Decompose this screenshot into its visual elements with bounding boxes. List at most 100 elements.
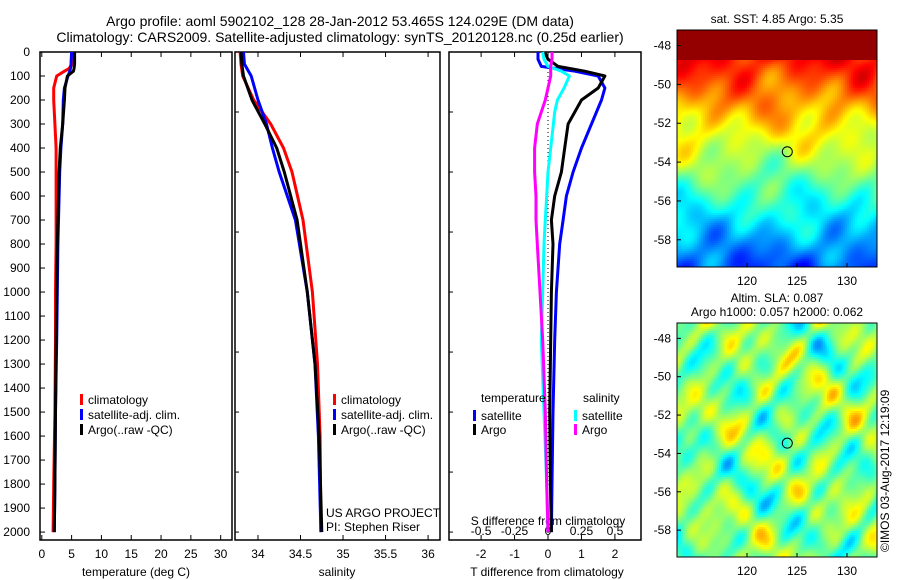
legend-swatch-t-argo bbox=[473, 424, 476, 435]
x-tick-label: 0 bbox=[38, 547, 45, 561]
y-tick-label: 1400 bbox=[3, 381, 30, 395]
legend-label-s-sal_argo: Argo bbox=[582, 423, 608, 437]
temperature-xlabel: temperature (deg C) bbox=[82, 565, 190, 579]
x-tick-label: 1 bbox=[578, 547, 585, 561]
title-line2: Climatology: CARS2009. Satellite-adjuste… bbox=[56, 29, 623, 45]
x2-tick-label: 0.25 bbox=[570, 524, 594, 538]
legend-swatch-climatology bbox=[80, 394, 83, 405]
series-satellite-adj-clim- bbox=[242, 51, 323, 533]
x-tick-label: 34 bbox=[251, 547, 265, 561]
x-tick-label: 20 bbox=[154, 547, 168, 561]
legend-label-s-sal_satellite: satellite bbox=[582, 409, 623, 423]
legend-swatch-satellite bbox=[333, 409, 336, 420]
map-y-tick-label: -52 bbox=[654, 116, 672, 130]
x-tick-label: -1 bbox=[509, 547, 520, 561]
legend-label-argo: Argo(..raw -QC) bbox=[88, 423, 173, 437]
x-tick-label: 10 bbox=[95, 547, 109, 561]
x-tick-label: 15 bbox=[125, 547, 139, 561]
legend-swatch-climatology bbox=[333, 394, 336, 405]
legend-title-temperature: temperature bbox=[481, 391, 546, 405]
argo-position-marker bbox=[781, 146, 793, 158]
y-tick-label: 500 bbox=[10, 165, 30, 179]
legend-label-satellite: satellite-adj. clim. bbox=[88, 408, 180, 422]
legend-label-climatology: climatology bbox=[88, 393, 148, 407]
x-tick-label: 35.5 bbox=[374, 547, 398, 561]
legend-swatch-s-sal_satellite bbox=[574, 410, 577, 421]
x2-tick-label: 0.5 bbox=[607, 524, 624, 538]
map-y-tick-label: -48 bbox=[654, 39, 672, 53]
sst_map-frame bbox=[676, 29, 878, 268]
map-x-tick-label: 120 bbox=[737, 274, 757, 288]
map-y-tick-label: -58 bbox=[654, 523, 672, 537]
legend-swatch-s-sal_argo bbox=[574, 424, 577, 435]
legend-swatch-argo bbox=[333, 424, 336, 435]
project-annotation-1: US ARGO PROJECT bbox=[326, 506, 441, 520]
y-tick-label: 0 bbox=[23, 45, 30, 59]
x-tick-label: 30 bbox=[214, 547, 228, 561]
map-y-tick-label: -48 bbox=[654, 331, 672, 345]
y-tick-label: 1800 bbox=[3, 477, 30, 491]
x2-tick-label: -0.5 bbox=[471, 524, 492, 538]
panel-frame-temperature bbox=[39, 51, 233, 541]
y-tick-label: 200 bbox=[10, 93, 30, 107]
credit-text: ©IMOS 03-Aug-2017 12:19:09 bbox=[878, 389, 892, 552]
y-tick-label: 1100 bbox=[4, 309, 30, 323]
salinity-xlabel: salinity bbox=[319, 565, 356, 579]
map-x-tick-label: 125 bbox=[787, 274, 807, 288]
y-tick-label: 900 bbox=[10, 261, 30, 275]
map-y-tick-label: -50 bbox=[654, 370, 672, 384]
y-tick-label: 1200 bbox=[3, 333, 30, 347]
y-tick-label: 800 bbox=[10, 237, 30, 251]
x-tick-label: 5 bbox=[68, 547, 75, 561]
map-x-tick-label: 125 bbox=[787, 564, 807, 578]
y-tick-label: 1900 bbox=[3, 501, 30, 515]
sla-map-title-2: Argo h1000: 0.057 h2000: 0.062 bbox=[691, 305, 863, 319]
y-tick-label: 400 bbox=[10, 141, 30, 155]
legend-label-t-argo: Argo bbox=[481, 423, 507, 437]
y-tick-label: 1600 bbox=[3, 429, 30, 443]
x-tick-label: -2 bbox=[476, 547, 487, 561]
diff-xlabel: T difference from climatology bbox=[470, 565, 624, 579]
map-x-tick-label: 120 bbox=[737, 564, 757, 578]
x-tick-label: 36 bbox=[421, 547, 435, 561]
legend-label-argo: Argo(..raw -QC) bbox=[341, 423, 426, 437]
title-line1: Argo profile: aoml 5902102_128 28-Jan-20… bbox=[106, 13, 574, 29]
map-y-tick-label: -56 bbox=[654, 485, 672, 499]
map-y-tick-label: -58 bbox=[654, 233, 672, 247]
series-argo-raw-qc- bbox=[52, 52, 77, 533]
map-y-tick-label: -50 bbox=[654, 77, 672, 91]
map-y-tick-label: -54 bbox=[654, 446, 672, 460]
legend-swatch-argo bbox=[80, 424, 83, 435]
series-argo-raw-qc- bbox=[239, 51, 324, 533]
x-tick-label: 34.5 bbox=[289, 547, 313, 561]
y-tick-label: 1700 bbox=[3, 453, 30, 467]
y-tick-label: 1500 bbox=[3, 405, 30, 419]
legend-swatch-t-satellite bbox=[473, 410, 476, 421]
sla-map-image bbox=[677, 323, 877, 557]
x-tick-label: 35 bbox=[336, 547, 350, 561]
y-tick-label: 100 bbox=[10, 69, 30, 83]
map-x-tick-label: 130 bbox=[837, 564, 857, 578]
y-tick-label: 700 bbox=[10, 213, 30, 227]
project-annotation-2: PI: Stephen Riser bbox=[326, 520, 420, 534]
legend-label-climatology: climatology bbox=[341, 393, 401, 407]
panel-frame-salinity bbox=[234, 51, 441, 541]
map-x-tick-label: 130 bbox=[837, 274, 857, 288]
legend-title-salinity: salinity bbox=[583, 391, 620, 405]
series-t-argo bbox=[543, 51, 607, 533]
sst-map-title: sat. SST: 4.85 Argo: 5.35 bbox=[711, 12, 844, 26]
series-t-satellite bbox=[536, 52, 607, 533]
y-tick-label: 300 bbox=[10, 117, 30, 131]
x-tick-label: 2 bbox=[612, 547, 619, 561]
map-y-tick-label: -52 bbox=[654, 408, 672, 422]
map-y-tick-label: -54 bbox=[654, 155, 672, 169]
x2-tick-label: -0.25 bbox=[501, 524, 529, 538]
map-y-tick-label: -56 bbox=[654, 194, 672, 208]
y-tick-label: 600 bbox=[10, 189, 30, 203]
sla_map-frame bbox=[676, 322, 878, 558]
sla-map-title-1: Altim. SLA: 0.087 bbox=[731, 291, 824, 305]
series-s-argo bbox=[533, 52, 554, 533]
y-tick-label: 1300 bbox=[3, 357, 30, 371]
